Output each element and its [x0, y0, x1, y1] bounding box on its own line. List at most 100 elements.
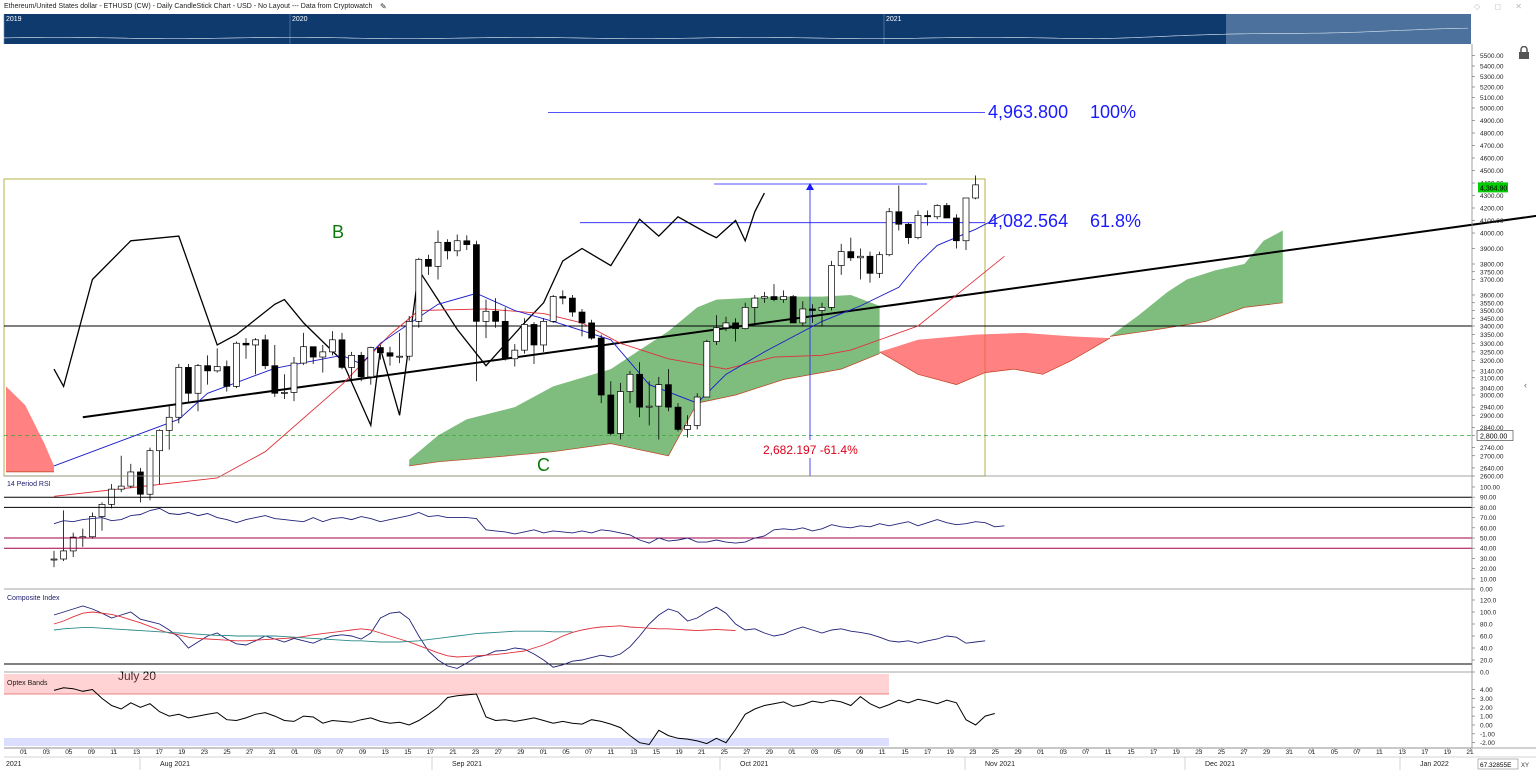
candle-bullish [367, 347, 375, 378]
composite-axis-tick-label: 20.0 [1480, 658, 1493, 665]
stray-label: July 20 [118, 669, 156, 683]
x-day-label: 07 [1082, 749, 1090, 756]
composite-series-line [53, 627, 573, 643]
price-tick-label: 2740.00 [1480, 445, 1504, 452]
x-day-label: 21 [449, 749, 457, 756]
x-month-label: Nov 2021 [985, 761, 1015, 768]
price-tick-label: 3100.00 [1480, 375, 1504, 382]
optex-axis-tick-label: 2.00 [1480, 705, 1493, 712]
price-tick-label: 3250.00 [1480, 349, 1504, 356]
fib-618-pct: 61.8% [1090, 211, 1141, 231]
candle-bearish [559, 296, 567, 299]
kumo-bullish [1110, 230, 1283, 337]
candle-bullish [549, 296, 557, 322]
candle-bearish [463, 240, 471, 245]
x-day-label: 07 [1353, 749, 1361, 756]
price-tick-label: 4500.00 [1480, 168, 1504, 175]
x-day-label: 01 [788, 749, 796, 756]
candle-bullish [281, 392, 288, 394]
x-day-label: 09 [359, 749, 367, 756]
price-tick-label: 5400.00 [1480, 64, 1504, 71]
x-day-label: 05 [65, 749, 73, 756]
price-tick-label: 3500.00 [1480, 308, 1504, 315]
price-tick-label: 3800.00 [1480, 262, 1504, 269]
x-day-label: 05 [834, 749, 842, 756]
candle-bearish [242, 342, 250, 346]
rsi-axis-tick-label: 70.00 [1480, 515, 1497, 522]
price-tick-label: 3000.00 [1480, 393, 1504, 400]
candle-bullish [60, 550, 67, 560]
x-day-label: 29 [1263, 749, 1271, 756]
price-tick-label: 4900.00 [1480, 118, 1504, 125]
x-day-label: 21 [1466, 749, 1474, 756]
candle-bullish [156, 430, 163, 452]
x-day-label: 01 [540, 749, 548, 756]
trendline [82, 214, 1536, 419]
chart-title: Ethereum/United States dollar - ETHUSD (… [4, 3, 373, 10]
candle-bearish [261, 339, 269, 367]
candle-bullish [684, 425, 691, 430]
candle-bullish [146, 450, 154, 495]
candle-bullish [127, 471, 135, 487]
kumo-bearish [6, 386, 54, 472]
candle-bearish [847, 251, 855, 259]
price-tick-label: 4100.00 [1480, 218, 1504, 225]
x-day-label: 09 [856, 749, 864, 756]
rsi-axis-tick-label: 20.00 [1480, 566, 1497, 573]
price-panel-bg [4, 44, 1472, 476]
collapse-panel-chevron-icon[interactable]: ‹ [1524, 380, 1527, 390]
composite-axis-tick-label: 100.0 [1480, 610, 1497, 617]
candle-bullish [165, 416, 173, 431]
cursor-readout-value: 67.32855E [1480, 762, 1512, 769]
x-day-label: 25 [992, 749, 1000, 756]
x-day-label: 05 [562, 749, 570, 756]
x-month-label: 2021 [6, 761, 22, 768]
candle-bullish [396, 355, 403, 358]
optex-axis-tick-label: 0.00 [1480, 722, 1493, 729]
x-day-label: 29 [517, 749, 525, 756]
x-day-label: 23 [472, 749, 480, 756]
x-day-label: 07 [336, 749, 344, 756]
candle-bearish [943, 205, 951, 219]
candle-bullish [89, 516, 96, 538]
candle-bearish [809, 308, 816, 311]
candle-bullish [799, 308, 807, 324]
candle-bearish [732, 322, 739, 329]
price-tick-label: 2700.00 [1480, 453, 1504, 460]
candle-bullish [511, 349, 519, 360]
candle-bearish [953, 217, 960, 242]
x-day-label: 25 [1218, 749, 1226, 756]
price-tick-label: 3400.00 [1480, 324, 1504, 331]
price-tick-label: 4300.00 [1480, 193, 1504, 200]
dashed-level-value: 2,800.00 [1480, 434, 1507, 441]
x-day-label: 15 [653, 749, 661, 756]
window-controls-icon[interactable]: ◇ ◻ ✕ [1474, 2, 1528, 11]
price-tick-label: 4600.00 [1480, 156, 1504, 163]
x-day-label: 13 [1399, 749, 1407, 756]
optex-axis-tick-label: 3.00 [1480, 696, 1493, 703]
candle-bullish [626, 373, 634, 392]
candle-bullish [751, 297, 759, 308]
rsi-axis-tick-label: 10.00 [1480, 576, 1497, 583]
rsi-axis-tick-label: 50.00 [1480, 536, 1497, 543]
edit-pencil-icon[interactable]: ✎ [380, 2, 387, 11]
lock-scale-icon[interactable] [1518, 46, 1530, 60]
x-day-label: 01 [1037, 749, 1045, 756]
x-day-label: 15 [404, 749, 412, 756]
composite-axis-tick-label: 60.0 [1480, 634, 1493, 641]
candle-bearish [185, 367, 192, 394]
x-day-label: 25 [223, 749, 231, 756]
price-tick-label: 4000.00 [1480, 231, 1504, 238]
rsi-axis-tick-label: 90.00 [1480, 495, 1497, 502]
x-day-label: 07 [585, 749, 593, 756]
candle-bullish [645, 405, 653, 408]
x-day-label: 27 [495, 749, 503, 756]
candle-bullish [818, 307, 826, 311]
candle-bearish [357, 354, 365, 378]
price-tick-label: 3300.00 [1480, 341, 1504, 348]
price-tick-label: 2940.00 [1480, 405, 1504, 412]
x-day-label: 15 [1127, 749, 1135, 756]
candle-bullish [117, 485, 125, 490]
candle-bullish [828, 265, 835, 308]
